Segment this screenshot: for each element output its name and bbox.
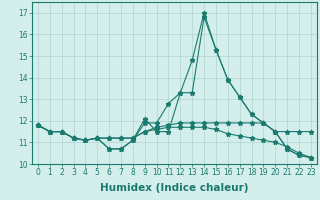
X-axis label: Humidex (Indice chaleur): Humidex (Indice chaleur) xyxy=(100,183,249,193)
